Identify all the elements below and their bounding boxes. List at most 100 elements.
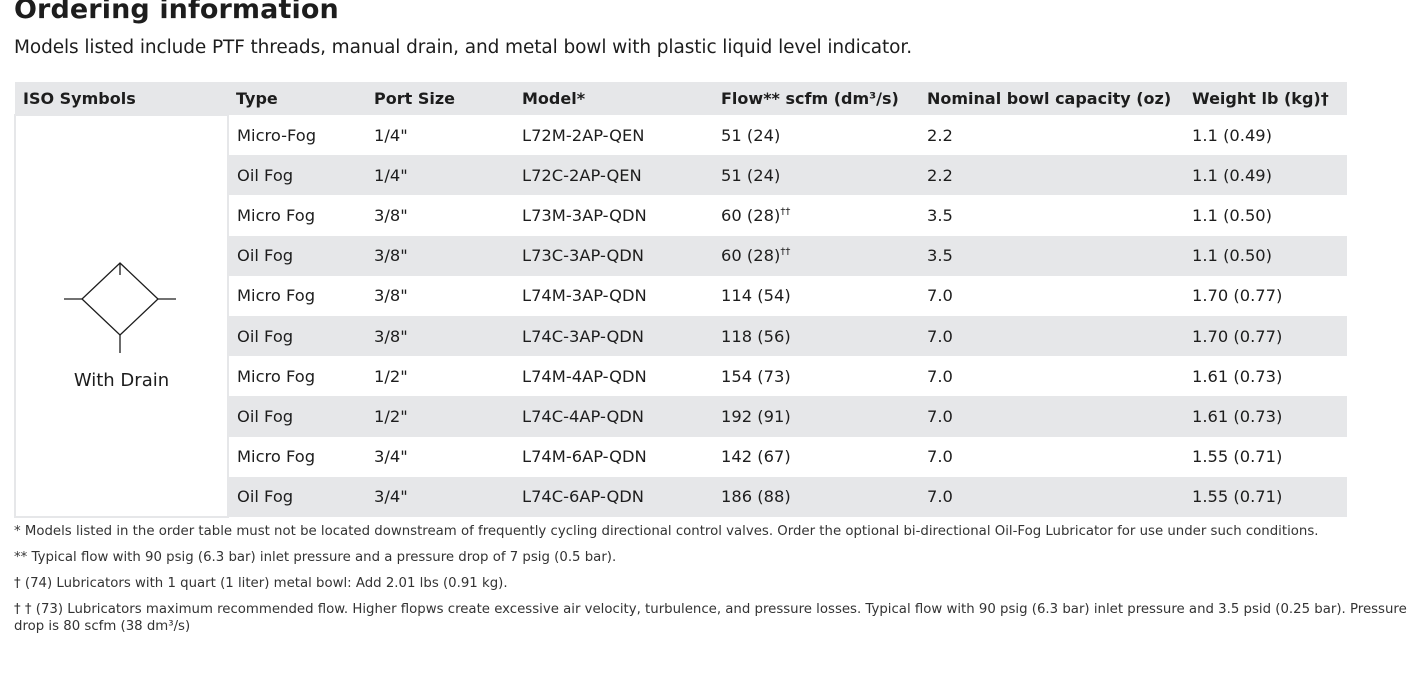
cell-type: Micro Fog <box>228 356 366 397</box>
symbol-label: With Drain <box>73 370 170 391</box>
cell-weight: 1.70 (0.77) <box>1184 275 1347 316</box>
cell-type: Micro Fog <box>228 275 366 316</box>
cell-bowl-capacity: 2.2 <box>919 115 1184 156</box>
cell-bowl-capacity: 7.0 <box>919 476 1184 517</box>
cell-flow: 51 (24) <box>713 115 919 156</box>
cell-flow: 142 (67) <box>713 436 919 477</box>
footnote-weight-note: † (74) Lubricators with 1 quart (1 liter… <box>14 576 508 591</box>
table-row: Oil Fog 3/8" L74C-3AP-QDN 118 (56) 7.0 1.70 (… <box>15 315 1347 357</box>
cell-port-size: 1/2" <box>366 356 514 397</box>
cell-bowl-capacity: 7.0 <box>919 315 1184 357</box>
cell-weight: 1.55 (0.71) <box>1184 476 1347 517</box>
flow-value: 114 (54) <box>721 286 791 306</box>
footnote-model-note: * Models listed in the order table must … <box>14 524 1319 539</box>
cell-port-size: 1/4" <box>366 155 514 196</box>
column-header-bowl-capacity: Nominal bowl capacity (oz) <box>919 82 1184 115</box>
flow-footnote-mark: †† <box>780 206 791 218</box>
cell-flow: 192 (91) <box>713 396 919 437</box>
cell-flow: 186 (88) <box>713 476 919 517</box>
column-header-flow: Flow** scfm (dm³/s) <box>713 82 919 115</box>
cell-flow: 154 (73) <box>713 356 919 397</box>
flow-value: 51 (24) <box>721 125 781 145</box>
cell-bowl-capacity: 7.0 <box>919 275 1184 316</box>
table-row: Oil Fog 3/8" L73C-3AP-QDN 60 (28)†† 3.5 1.1 (… <box>15 235 1347 276</box>
footnotes: * Models listed in the order table must … <box>14 523 1414 643</box>
page-subtitle: Models listed include PTF threads, manua… <box>14 37 912 58</box>
cell-model: L73M-3AP-QDN <box>514 195 713 236</box>
page-title: Ordering information <box>14 0 339 25</box>
cell-model: L72M-2AP-QEN <box>514 115 713 156</box>
cell-port-size: 3/4" <box>366 476 514 517</box>
flow-value: 154 (73) <box>721 366 791 386</box>
cell-bowl-capacity: 2.2 <box>919 155 1184 196</box>
cell-model: L74C-4AP-QDN <box>514 396 713 437</box>
cell-type: Micro-Fog <box>228 115 366 156</box>
flow-value: 192 (91) <box>721 406 791 426</box>
cell-weight: 1.1 (0.50) <box>1184 235 1347 276</box>
flow-value: 60 (28) <box>721 205 781 225</box>
cell-model: L73C-3AP-QDN <box>514 235 713 276</box>
table-header-row: ISO Symbols Type Port Size Model* Flow**… <box>15 82 1347 115</box>
footnote-max-flow-note: † † (73) Lubricators maximum recommended… <box>14 602 1407 634</box>
cell-port-size: 1/4" <box>366 115 514 156</box>
column-header-port-size: Port Size <box>366 82 514 115</box>
cell-bowl-capacity: 7.0 <box>919 356 1184 397</box>
cell-type: Micro Fog <box>228 195 366 236</box>
cell-port-size: 3/8" <box>366 315 514 357</box>
cell-flow: 114 (54) <box>713 275 919 316</box>
cell-model: L74M-6AP-QDN <box>514 436 713 477</box>
cell-model: L74C-6AP-QDN <box>514 476 713 517</box>
table-row: Micro Fog 3/8" L73M-3AP-QDN 60 (28)†† 3.5 1.1… <box>15 195 1347 236</box>
cell-model: L74M-3AP-QDN <box>514 275 713 316</box>
cell-port-size: 3/8" <box>366 235 514 276</box>
cell-weight: 1.70 (0.77) <box>1184 315 1347 357</box>
cell-bowl-capacity: 3.5 <box>919 195 1184 236</box>
cell-port-size: 3/8" <box>366 275 514 316</box>
table-row: Oil Fog 3/4" L74C-6AP-QDN 186 (88) 7.0 1.55 (… <box>15 476 1347 517</box>
footnote-flow-note: ** Typical flow with 90 psig (6.3 bar) i… <box>14 550 617 565</box>
cell-weight: 1.1 (0.49) <box>1184 155 1347 196</box>
cell-model: L72C-2AP-QEN <box>514 155 713 196</box>
cell-flow: 60 (28)†† <box>713 195 919 236</box>
cell-type: Oil Fog <box>228 315 366 357</box>
cell-type: Oil Fog <box>228 235 366 276</box>
cell-weight: 1.1 (0.50) <box>1184 195 1347 236</box>
table-row: Micro Fog 3/8" L74M-3AP-QDN 114 (54) 7.0 1.70… <box>15 275 1347 316</box>
table-row: Micro Fog 3/4" L74M-6AP-QDN 142 (67) 7.0 1.55… <box>15 436 1347 477</box>
flow-value: 60 (28) <box>721 246 781 266</box>
table-body: With Drain Micro-Fog 1/4" L72M-2AP-QEN 51 (2… <box>14 114 1347 518</box>
column-header-weight: Weight lb (kg)† <box>1184 82 1347 115</box>
cell-weight: 1.61 (0.73) <box>1184 356 1347 397</box>
flow-footnote-mark: †† <box>780 246 791 258</box>
column-header-type: Type <box>228 82 366 115</box>
cell-bowl-capacity: 3.5 <box>919 235 1184 276</box>
cell-flow: 118 (56) <box>713 315 919 357</box>
iso-symbol: With Drain <box>16 116 227 516</box>
table-row: Oil Fog 1/4" L72C-2AP-QEN 51 (24) 2.2 1.1 (0.… <box>15 155 1347 196</box>
ordering-table: ISO Symbols Type Port Size Model* Flow**… <box>14 82 1348 518</box>
flow-value: 118 (56) <box>721 326 791 346</box>
flow-value: 51 (24) <box>721 165 781 185</box>
cell-type: Oil Fog <box>228 396 366 437</box>
table-row: With Drain Micro-Fog 1/4" L72M-2AP-QEN 51 (2… <box>14 114 1347 518</box>
cell-type: Oil Fog <box>228 476 366 517</box>
column-header-model: Model* <box>514 82 713 115</box>
cell-type: Oil Fog <box>228 155 366 196</box>
iso-symbol-cell: With Drain <box>14 114 229 518</box>
cell-flow: 60 (28)†† <box>713 235 919 276</box>
cell-bowl-capacity: 7.0 <box>919 436 1184 477</box>
cell-port-size: 3/8" <box>366 195 514 236</box>
cell-type: Micro Fog <box>228 436 366 477</box>
cell-weight: 1.55 (0.71) <box>1184 436 1347 477</box>
cell-weight: 1.1 (0.49) <box>1184 115 1347 156</box>
cell-port-size: 3/4" <box>366 436 514 477</box>
cell-flow: 51 (24) <box>713 155 919 196</box>
cell-weight: 1.61 (0.73) <box>1184 396 1347 437</box>
table-row: Oil Fog 1/2" L74C-4AP-QDN 192 (91) 7.0 1.61 (… <box>15 396 1347 437</box>
lubricator-with-drain-icon <box>64 262 176 353</box>
column-header-iso-symbols: ISO Symbols <box>15 82 228 115</box>
cell-model: L74C-3AP-QDN <box>514 315 713 357</box>
table-row: Micro Fog 1/2" L74M-4AP-QDN 154 (73) 7.0 1.61… <box>15 356 1347 397</box>
flow-value: 142 (67) <box>721 447 791 467</box>
cell-port-size: 1/2" <box>366 396 514 437</box>
